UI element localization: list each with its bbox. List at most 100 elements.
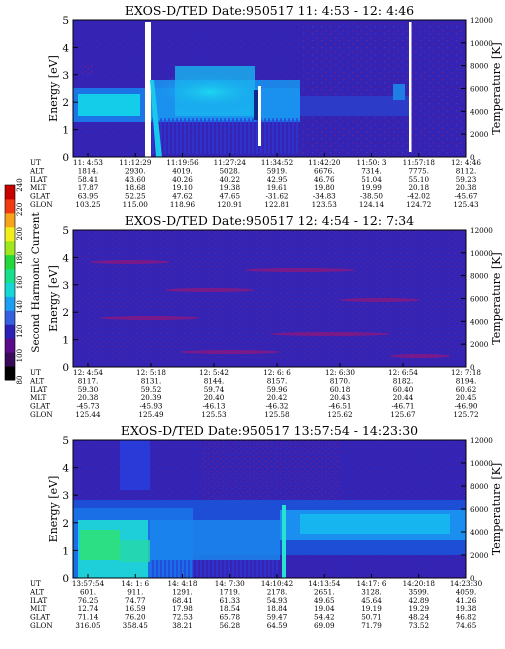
ephemeris-cell: 2178. (267, 587, 288, 596)
ephemeris-cell: 20.40 (204, 393, 225, 402)
ephemeris-cell: 60.40 (393, 385, 414, 394)
ephemeris-cell: 2930. (125, 166, 146, 175)
colorbar-swatch (5, 185, 15, 200)
y2-axis-label: Temperature [K] (490, 42, 503, 134)
ephemeris-cell: 19.61 (267, 183, 288, 192)
ephemeris-cell: 12: 6:54 (388, 368, 418, 377)
ephemeris-cell: 16.59 (125, 604, 146, 613)
y2-tick-label: 6000 (470, 85, 489, 94)
colorbar: 80 100 120 140 160 180 200 220 240 Second Harmoni… (4, 178, 42, 385)
ephemeris-cell: 125.53 (201, 410, 227, 419)
ephemeris-cell: 115.00 (123, 200, 149, 209)
y2-tick-label: 8000 (470, 482, 489, 491)
ephemeris-cell: 58.41 (78, 175, 99, 184)
ephemeris-cell: 8157. (267, 376, 288, 385)
ephemeris-cell: -46.90 (454, 402, 477, 411)
ephemeris-cell: 14:13:54 (308, 579, 341, 588)
ephemeris-cell: -45.73 (76, 402, 99, 411)
ephemeris-row-label: GLON (30, 621, 53, 630)
ephemeris-cell: 125.49 (138, 410, 164, 419)
y-tick-label: 2 (62, 307, 69, 319)
ephemeris-cell: 2651. (314, 587, 335, 596)
ephemeris-cell: 74.77 (125, 596, 146, 605)
ephemeris-cell: 1719. (219, 587, 240, 596)
ephemeris-cell: 47.65 (219, 192, 240, 201)
ephemeris-cell: 59.30 (78, 385, 99, 394)
ephemeris-row-label: GLAT (30, 613, 50, 622)
panel-title: EXOS-D/TED Date:950517 13:57:54 - 14:23:… (121, 423, 418, 438)
y-tick-label: 0 (62, 362, 69, 374)
ephemeris-cell: 41.26 (456, 596, 477, 605)
ephemeris-cell: 20.45 (456, 393, 477, 402)
ephemeris-cell: 14: 1: 6 (121, 579, 149, 588)
y-tick-label: 3 (62, 70, 69, 82)
ephemeris-cell: 4019. (172, 166, 193, 175)
colorbar-swatch (5, 352, 15, 367)
y2-tick-label: 4000 (470, 528, 489, 537)
y2-tick-label: 10000 (470, 249, 493, 258)
ephemeris-cell: 3599. (408, 587, 429, 596)
ephemeris-cell: 125.72 (453, 410, 478, 419)
y-tick-label: 4 (62, 42, 69, 54)
ephemeris-cell: 19.04 (314, 604, 335, 613)
ephemeris-cell: 19.38 (219, 183, 240, 192)
colorbar-swatch (5, 324, 15, 339)
ephemeris-cell: 60.18 (330, 385, 351, 394)
ephemeris-row-label: UT (30, 579, 41, 588)
colorbar-swatch (5, 212, 15, 228)
y-tick-label: 1 (62, 545, 69, 557)
ephemeris-cell: 601. (80, 587, 96, 596)
ephemeris-cell: 125.44 (75, 410, 101, 419)
ephemeris-cell: 45.64 (361, 596, 382, 605)
ephemeris-cell: 8112. (456, 166, 477, 175)
panel-title: EXOS-D/TED Date:950517 11: 4:53 - 12: 4:… (125, 3, 414, 18)
ephemeris-cell: 14:17: 6 (357, 579, 387, 588)
ephemeris-cell: 59.96 (267, 385, 288, 394)
ephemeris-cell: 19.80 (314, 183, 335, 192)
panel-1: EXOS-D/TED Date:950517 11: 4:53 - 12: 4:… (29, 3, 503, 209)
ephemeris-row-label: MLT (30, 604, 47, 613)
colorbar-tick-label: 160 (16, 276, 24, 289)
y2-axis-label: Temperature [K] (490, 252, 503, 344)
ephemeris-cell: 59.47 (267, 613, 288, 622)
colorbar-frame (4, 184, 16, 381)
ephemeris-cell: 12: 6:30 (325, 368, 355, 377)
panel-2-spectrogram-image (73, 230, 466, 367)
ephemeris-cell: 42.89 (408, 596, 429, 605)
y2-tick-label: 8000 (470, 62, 489, 71)
ephemeris-cell: 61.33 (219, 596, 240, 605)
y2-tick-label: 4000 (470, 317, 489, 326)
ephemeris-cell: 12: 5:42 (199, 368, 229, 377)
ephemeris-cell: 11:50: 3 (357, 158, 387, 167)
ephemeris-cell: 11:57:18 (403, 158, 436, 167)
y2-tick-label: 12000 (470, 16, 493, 25)
ephemeris-cell: 1814. (78, 166, 99, 175)
ephemeris-cell: 20.44 (393, 393, 414, 402)
colorbar-swatch (5, 282, 15, 297)
ephemeris-cell: 8144. (204, 376, 225, 385)
ephemeris-cell: 8117. (78, 376, 99, 385)
colorbar-tick-label: 120 (16, 325, 24, 338)
ephemeris-cell: 124.14 (359, 200, 385, 209)
panel-2: EXOS-D/TED Date:950517 12: 4:54 - 12: 7:… (29, 213, 503, 419)
colorbar-tick-label: 80 (16, 376, 24, 385)
ephemeris-cell: 11:42:20 (308, 158, 341, 167)
y2-tick-label: 0 (470, 574, 475, 583)
ephemeris-cell: 54.42 (314, 613, 335, 622)
panel-3: EXOS-D/TED Date:950517 13:57:54 - 14:23:… (29, 423, 503, 630)
ephemeris-cell: 4059. (456, 587, 477, 596)
ephemeris-row-label: ILAT (30, 596, 47, 605)
y2-tick-label: 12000 (470, 226, 493, 235)
y-tick-label: 3 (62, 280, 69, 292)
y-tick-label: 0 (62, 152, 69, 164)
y-tick-label: 1 (62, 125, 69, 137)
ephemeris-row-label: ALT (29, 376, 44, 385)
ephemeris-cell: 69.09 (314, 621, 335, 630)
ephemeris-cell: 122.81 (264, 200, 289, 209)
ephemeris-cell: 123.53 (312, 200, 338, 209)
y2-tick-label: 10000 (470, 459, 493, 468)
y-tick-label: 1 (62, 335, 69, 347)
ephemeris-cell: 118.96 (170, 200, 196, 209)
colorbar-swatch (5, 268, 15, 283)
y-tick-label: 2 (62, 518, 69, 530)
